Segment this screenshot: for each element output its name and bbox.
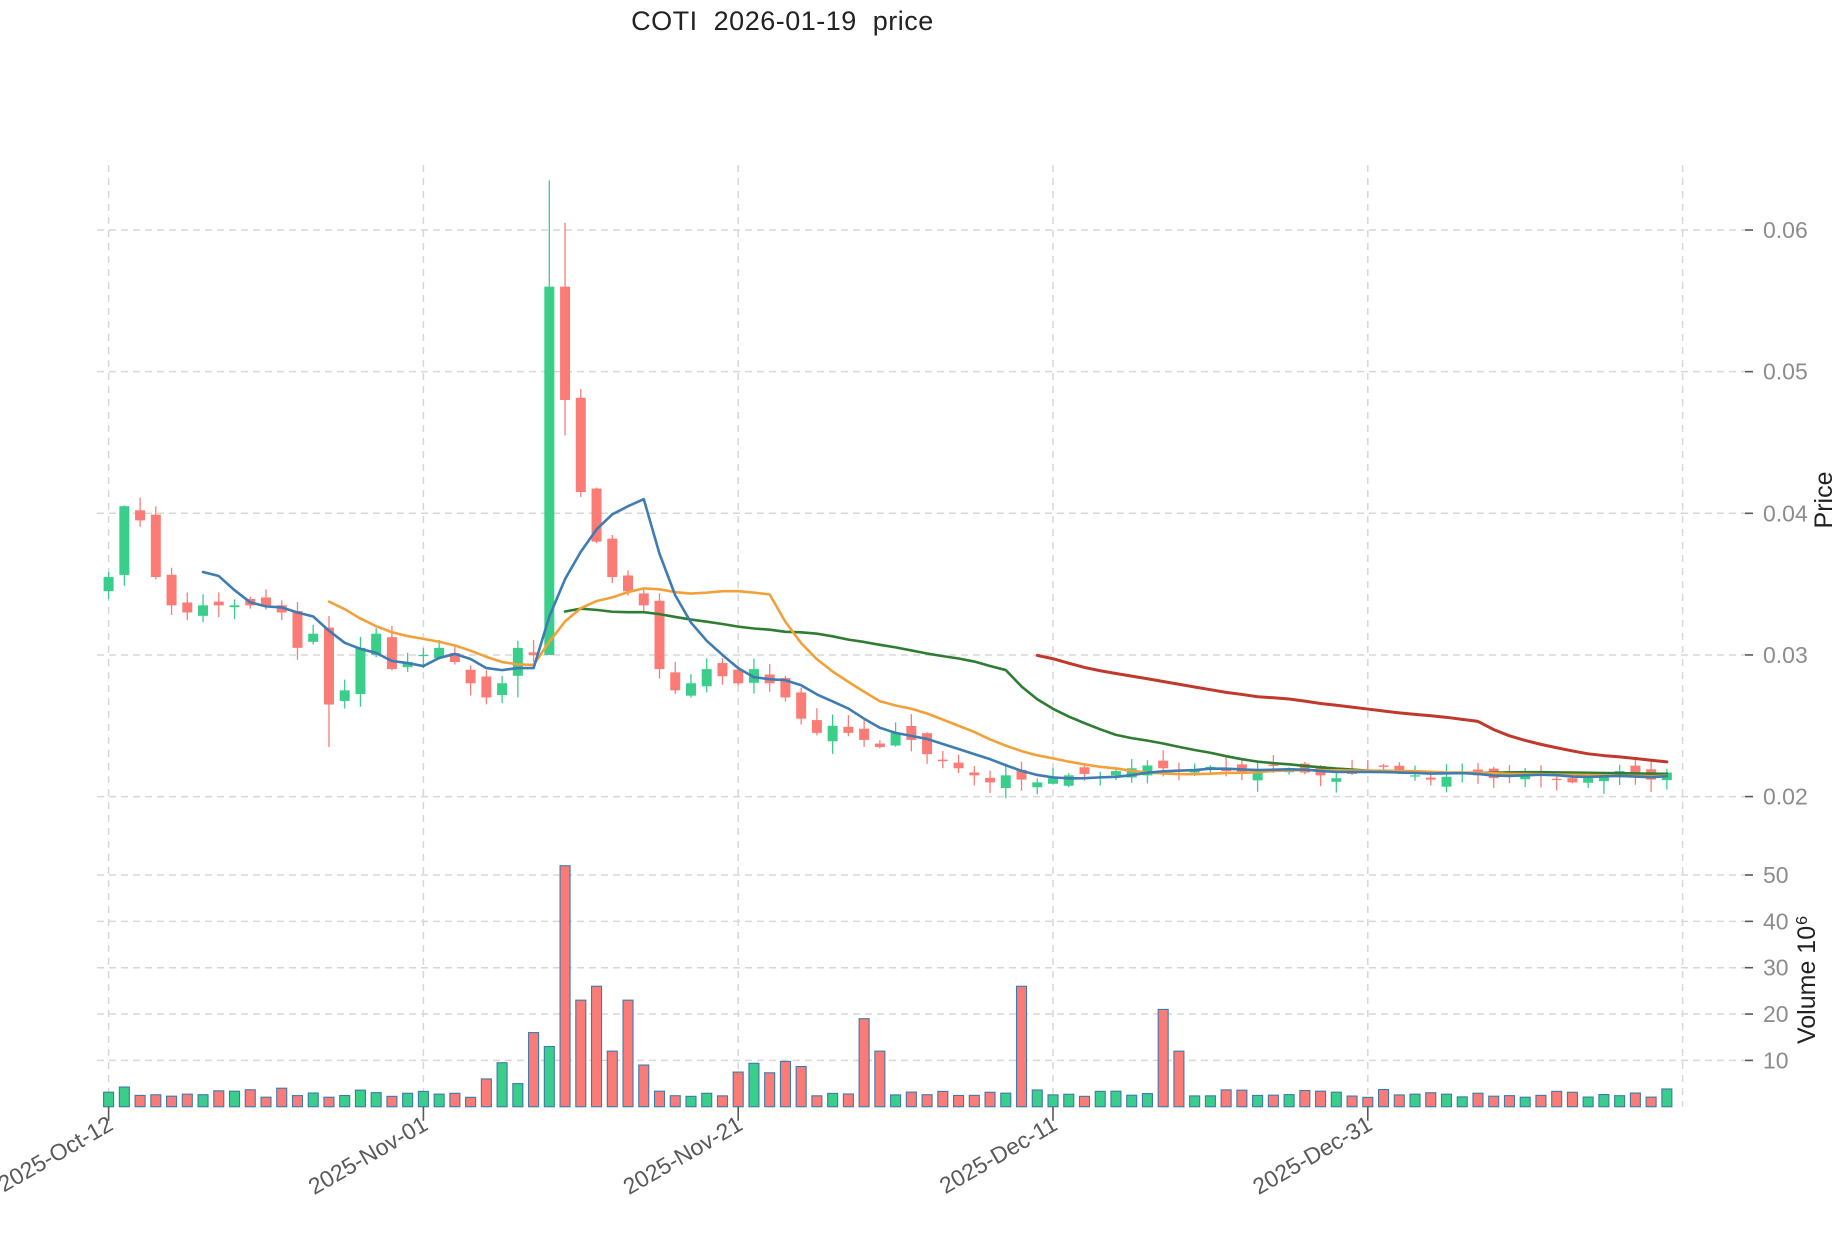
svg-text:2025-Dec-31: 2025-Dec-31 xyxy=(1248,1111,1376,1200)
svg-text:2025-Nov-21: 2025-Nov-21 xyxy=(619,1111,747,1200)
svg-text:Price: Price xyxy=(1810,472,1838,529)
svg-text:0.05: 0.05 xyxy=(1763,359,1808,385)
svg-text:0.03: 0.03 xyxy=(1763,642,1808,668)
svg-text:2025-Oct-12: 2025-Oct-12 xyxy=(0,1111,117,1197)
svg-text:0.02: 0.02 xyxy=(1763,784,1808,810)
svg-text:2025-Nov-01: 2025-Nov-01 xyxy=(304,1111,432,1200)
svg-text:50: 50 xyxy=(1763,862,1789,888)
svg-text:Volume 106: Volume 106 xyxy=(1793,916,1821,1044)
svg-text:20: 20 xyxy=(1763,1001,1789,1027)
svg-text:40: 40 xyxy=(1763,908,1789,934)
svg-text:10: 10 xyxy=(1763,1047,1789,1073)
svg-text:2025-Dec-11: 2025-Dec-11 xyxy=(935,1111,1062,1199)
svg-text:30: 30 xyxy=(1763,955,1789,981)
svg-text:0.04: 0.04 xyxy=(1763,500,1808,526)
svg-text:0.06: 0.06 xyxy=(1763,217,1808,243)
